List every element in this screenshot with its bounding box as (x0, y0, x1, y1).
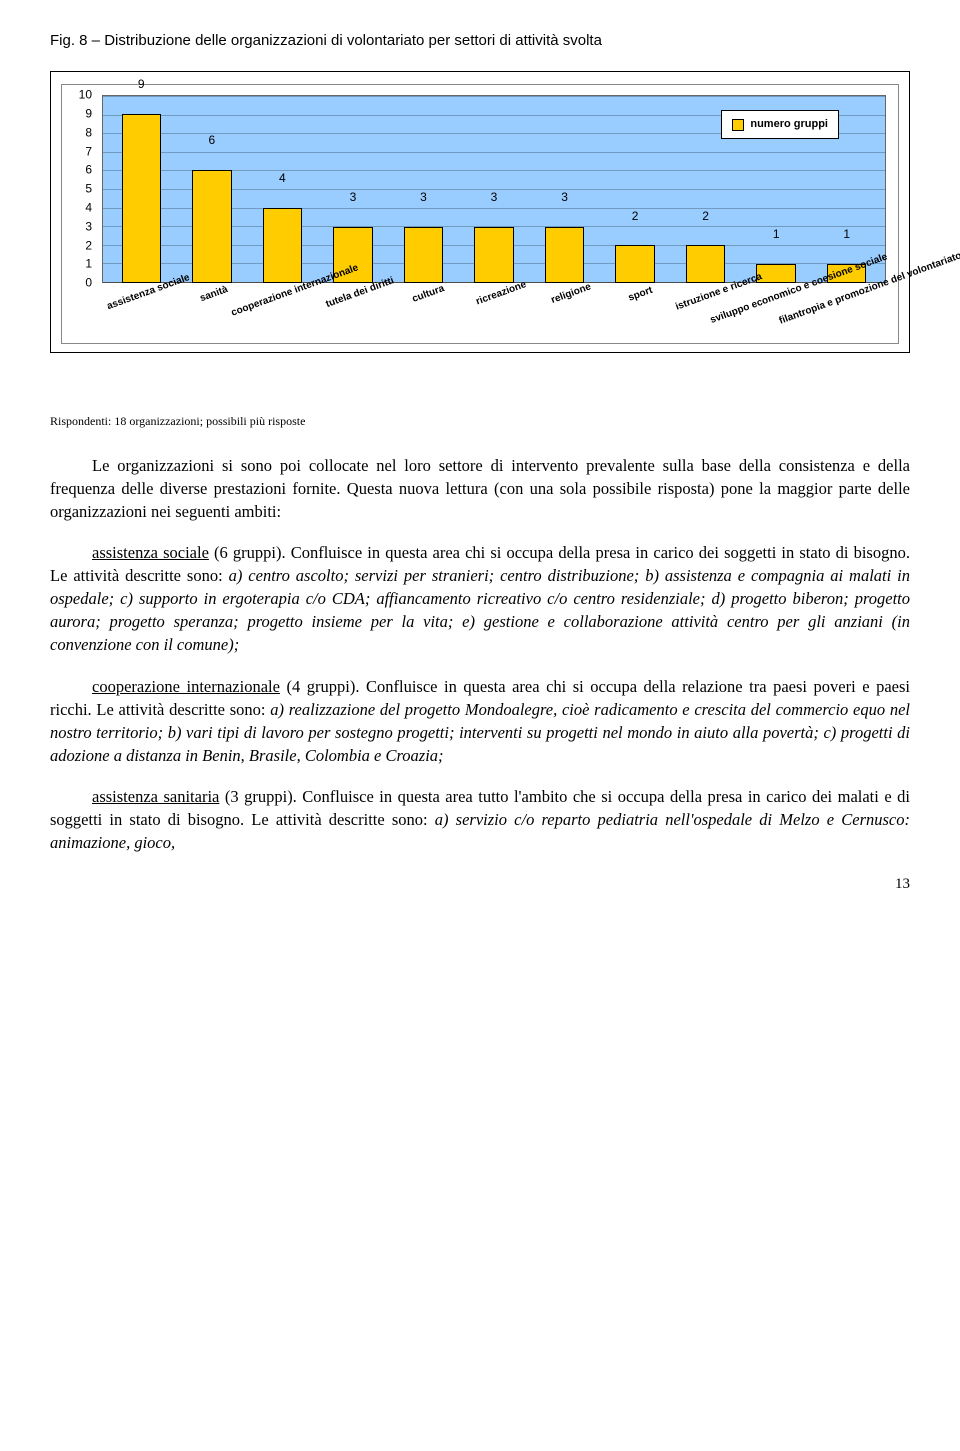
bar-value-label: 2 (702, 208, 709, 227)
x-label: cultura (387, 285, 458, 343)
bar-value-label: 3 (350, 189, 357, 208)
y-axis: 012345678910 (62, 95, 98, 283)
y-tick-label: 5 (85, 181, 92, 198)
bar (192, 170, 232, 283)
p2-lead: assistenza sociale (92, 543, 209, 562)
bar-value-label: 3 (491, 189, 498, 208)
respondents-note: Rispondenti: 18 organizzazioni; possibil… (50, 413, 910, 430)
p4-lead: assistenza sanitaria (92, 787, 219, 806)
y-tick-label: 9 (85, 105, 92, 122)
y-tick-label: 10 (79, 87, 92, 104)
x-label: sport (601, 285, 672, 343)
y-tick-label: 6 (85, 162, 92, 179)
chart-container: 96433332211 numero gruppi 012345678910 a… (50, 71, 910, 353)
bar (474, 227, 514, 283)
bar (404, 227, 444, 283)
bar-value-label: 3 (420, 189, 427, 208)
bar-value-label: 3 (561, 189, 568, 208)
bar-slot: 6 (177, 95, 248, 283)
x-label: filantropia e promozione del volontariat… (815, 285, 886, 343)
bar-value-label: 1 (843, 227, 850, 246)
bar (545, 227, 585, 283)
y-tick-label: 2 (85, 237, 92, 254)
plot-area: 9 6 4 3 3 3 3 2 2 1 1 numero gruppi (102, 95, 886, 283)
bar-value-label: 4 (279, 170, 286, 189)
bar-slot: 3 (529, 95, 600, 283)
bar (686, 245, 726, 283)
bar-value-label: 9 (138, 76, 145, 95)
y-tick-label: 1 (85, 256, 92, 273)
x-label: tutela dei diritti (316, 285, 387, 343)
paragraph-2: assistenza sociale (6 gruppi). Confluisc… (50, 541, 910, 656)
y-tick-label: 7 (85, 143, 92, 160)
page-number: 13 (50, 874, 910, 895)
y-tick-label: 8 (85, 124, 92, 141)
y-tick-label: 3 (85, 218, 92, 235)
legend-label: numero gruppi (750, 117, 828, 132)
bar-value-label: 6 (208, 133, 215, 152)
bar-slot: 9 (106, 95, 177, 283)
x-label: cooperazione internazionale (245, 285, 316, 343)
x-label: religione (530, 285, 601, 343)
bar (122, 114, 162, 283)
bar-slot: 3 (388, 95, 459, 283)
paragraph-1: Le organizzazioni si sono poi collocate … (50, 454, 910, 523)
bar-slot: 3 (459, 95, 530, 283)
x-label: assistenza sociale (102, 285, 173, 343)
p3-lead: cooperazione internazionale (92, 677, 280, 696)
bar-slot: 4 (247, 95, 318, 283)
y-tick-label: 0 (85, 275, 92, 292)
bar-slot: 3 (318, 95, 389, 283)
x-axis: assistenza socialesanitàcooperazione int… (102, 285, 886, 343)
bar (615, 245, 655, 283)
bar-value-label: 1 (773, 227, 780, 246)
paragraph-4: assistenza sanitaria (3 gruppi). Conflui… (50, 785, 910, 854)
paragraph-3: cooperazione internazionale (4 gruppi). … (50, 675, 910, 767)
chart-legend: numero gruppi (721, 110, 839, 139)
chart-inner: 96433332211 numero gruppi 012345678910 a… (61, 84, 899, 344)
body-text: Le organizzazioni si sono poi collocate … (50, 454, 910, 854)
bar-slot: 2 (600, 95, 671, 283)
figure-title: Fig. 8 – Distribuzione delle organizzazi… (50, 30, 910, 51)
bar (263, 208, 303, 283)
legend-swatch (732, 119, 744, 131)
x-label: ricreazione (458, 285, 529, 343)
y-tick-label: 4 (85, 199, 92, 216)
bar-value-label: 2 (632, 208, 639, 227)
